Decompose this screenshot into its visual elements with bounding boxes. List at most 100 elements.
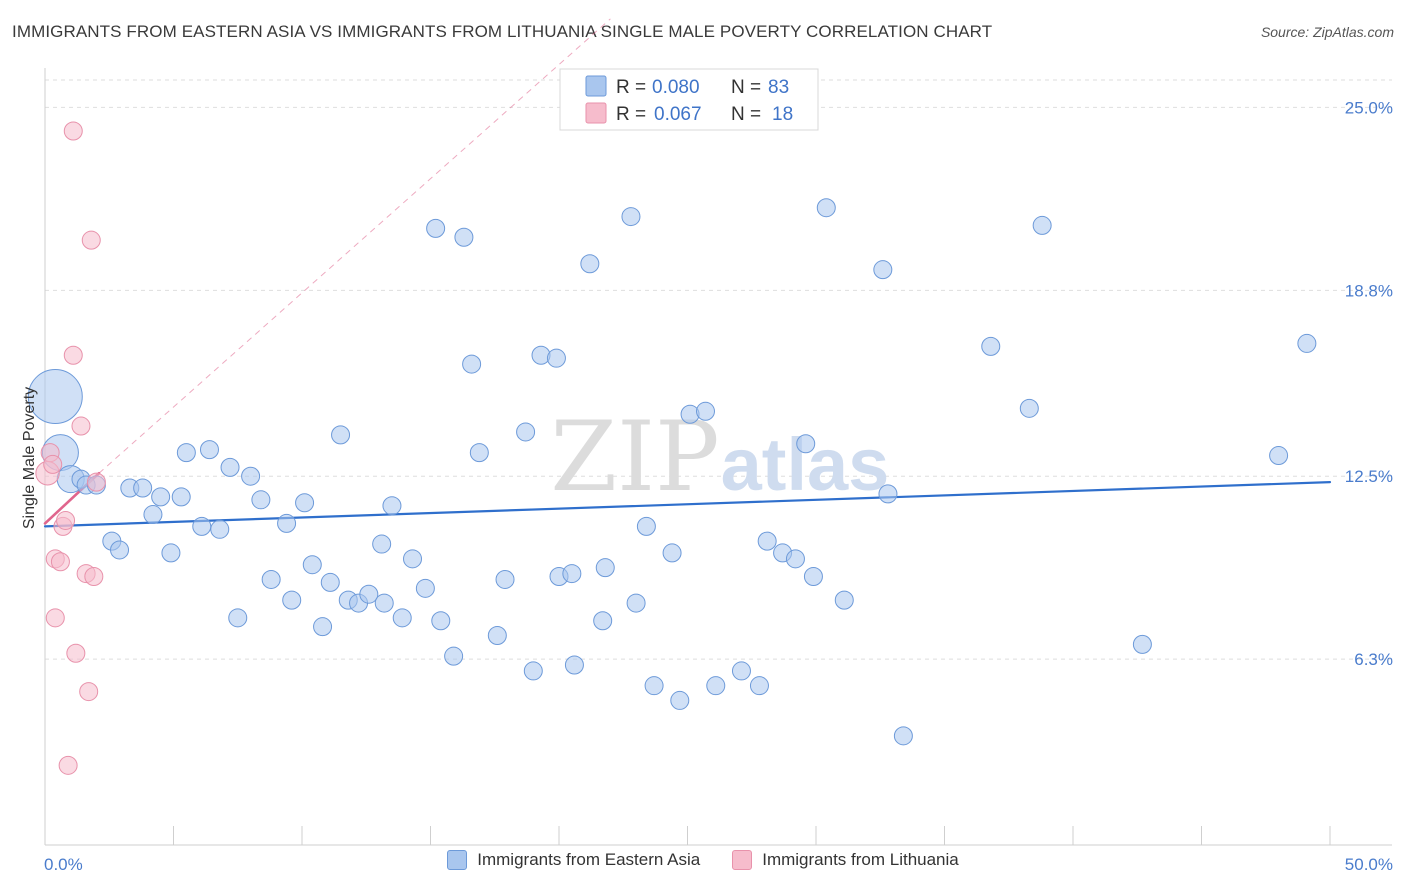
point-eastern-asia-7 xyxy=(110,540,130,560)
legend-item-lithuania[interactable]: Immigrants from Lithuania xyxy=(732,850,959,870)
legend-label-eastern-asia: Immigrants from Eastern Asia xyxy=(477,850,701,869)
point-eastern-asia-61 xyxy=(662,543,682,563)
point-eastern-asia-63 xyxy=(680,404,700,424)
x-tick-labels: 0.0% 50.0% xyxy=(44,855,1393,874)
point-eastern-asia-57 xyxy=(621,207,641,227)
point-eastern-asia-49 xyxy=(523,661,543,681)
watermark: ZIP atlas xyxy=(550,401,889,513)
svg-text:R = 0.067 N =: R = 0.067 N = 18 xyxy=(616,104,793,125)
point-eastern-asia-35 xyxy=(382,496,402,516)
y-tick-label-0: 25.0% xyxy=(1345,98,1393,117)
source-label: Source: ZipAtlas.com xyxy=(1260,24,1394,40)
trend-extension-1 xyxy=(98,18,611,474)
point-eastern-asia-26 xyxy=(302,555,322,575)
point-eastern-asia-42 xyxy=(454,227,474,247)
point-eastern-asia-54 xyxy=(580,254,600,274)
point-eastern-asia-9 xyxy=(133,478,153,498)
point-eastern-asia-40 xyxy=(431,611,451,631)
stats-n-value-1: 83 xyxy=(768,77,789,98)
point-lithuania-9 xyxy=(63,121,83,141)
point-eastern-asia-15 xyxy=(192,516,212,536)
point-eastern-asia-25 xyxy=(295,493,315,513)
point-lithuania-17 xyxy=(86,472,106,492)
point-eastern-asia-79 xyxy=(1019,398,1039,418)
point-eastern-asia-81 xyxy=(1132,634,1152,654)
y-tick-label-1: 18.8% xyxy=(1345,281,1393,300)
point-eastern-asia-16 xyxy=(199,440,219,460)
point-eastern-asia-60 xyxy=(644,676,664,696)
point-eastern-asia-71 xyxy=(796,434,816,454)
point-eastern-asia-23 xyxy=(277,513,297,533)
point-eastern-asia-19 xyxy=(228,608,248,628)
stats-swatch-lithuania xyxy=(585,102,607,124)
point-eastern-asia-46 xyxy=(495,569,515,589)
point-lithuania-15 xyxy=(84,567,104,587)
point-eastern-asia-22 xyxy=(261,569,281,589)
point-eastern-asia-47 xyxy=(516,422,536,442)
legend-label-lithuania: Immigrants from Lithuania xyxy=(762,850,959,869)
point-eastern-asia-20 xyxy=(241,466,261,486)
trend-line-0 xyxy=(43,481,1332,528)
point-eastern-asia-59 xyxy=(636,516,656,536)
stats-swatch-eastern-asia xyxy=(585,75,607,97)
point-eastern-asia-53 xyxy=(564,655,584,675)
point-eastern-asia-58 xyxy=(626,593,646,613)
point-eastern-asia-72 xyxy=(803,567,823,587)
point-eastern-asia-32 xyxy=(359,584,379,604)
svg-text:R = 0.080 N =: R = 0.080 N = 83 xyxy=(616,77,789,98)
stats-r-value-2: 0.067 xyxy=(654,104,702,125)
point-eastern-asia-10 xyxy=(143,505,163,525)
point-eastern-asia-55 xyxy=(593,611,613,631)
point-eastern-asia-33 xyxy=(372,534,392,554)
point-eastern-asia-50 xyxy=(546,348,566,368)
legend: Immigrants from Eastern Asia Immigrants … xyxy=(0,850,1406,870)
stats-box: R = 0.080 N = 83 R = 0.067 N = 18 xyxy=(559,68,819,131)
point-eastern-asia-17 xyxy=(210,519,230,539)
point-lithuania-8 xyxy=(63,345,83,365)
point-lithuania-7 xyxy=(56,510,76,530)
y-tick-label-3: 6.3% xyxy=(1354,650,1393,669)
point-lithuania-2 xyxy=(43,454,63,474)
point-eastern-asia-80 xyxy=(1032,215,1052,235)
point-eastern-asia-48 xyxy=(531,345,551,365)
point-eastern-asia-75 xyxy=(873,260,893,280)
point-eastern-asia-41 xyxy=(444,646,464,666)
point-eastern-asia-38 xyxy=(415,578,435,598)
point-eastern-asia-18 xyxy=(220,457,240,477)
point-eastern-asia-66 xyxy=(731,661,751,681)
y-tick-label-2: 12.5% xyxy=(1345,467,1393,486)
y-tick-labels: 25.0% 18.8% 12.5% 6.3% xyxy=(1345,98,1393,669)
stats-r-label-2: R = xyxy=(616,104,646,125)
point-eastern-asia-21 xyxy=(251,490,271,510)
point-eastern-asia-52 xyxy=(562,564,582,584)
point-lithuania-16 xyxy=(58,755,78,775)
point-eastern-asia-37 xyxy=(403,549,423,569)
point-eastern-asia-62 xyxy=(670,690,690,710)
point-eastern-asia-43 xyxy=(462,354,482,374)
gridlines xyxy=(45,79,1392,660)
point-eastern-asia-56 xyxy=(595,558,615,578)
point-eastern-asia-77 xyxy=(893,726,913,746)
point-eastern-asia-83 xyxy=(1297,333,1317,353)
point-eastern-asia-44 xyxy=(469,443,489,463)
point-eastern-asia-70 xyxy=(785,549,805,569)
point-lithuania-10 xyxy=(66,643,86,663)
point-eastern-asia-13 xyxy=(171,487,191,507)
stats-n-label-1: N = xyxy=(731,77,761,98)
point-eastern-asia-28 xyxy=(320,572,340,592)
point-eastern-asia-73 xyxy=(816,198,836,218)
point-lithuania-13 xyxy=(79,682,99,702)
legend-item-eastern-asia[interactable]: Immigrants from Eastern Asia xyxy=(447,850,700,870)
point-eastern-asia-36 xyxy=(392,608,412,628)
point-eastern-asia-64 xyxy=(695,401,715,421)
point-eastern-asia-78 xyxy=(981,336,1001,356)
point-eastern-asia-67 xyxy=(749,676,769,696)
legend-swatch-lithuania xyxy=(732,850,753,870)
point-eastern-asia-14 xyxy=(176,443,196,463)
point-eastern-asia-0 xyxy=(27,369,83,425)
point-eastern-asia-45 xyxy=(487,626,507,646)
chart-title: IMMIGRANTS FROM EASTERN ASIA VS IMMIGRAN… xyxy=(12,22,993,41)
legend-swatch-eastern-asia xyxy=(447,850,468,870)
point-lithuania-5 xyxy=(50,552,70,572)
